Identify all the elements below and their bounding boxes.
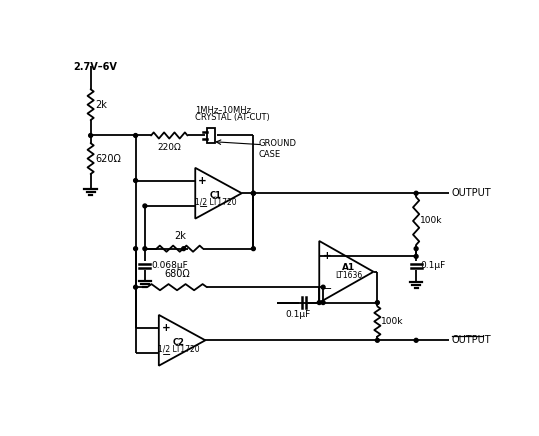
Text: −: −	[323, 284, 333, 294]
Text: +: +	[323, 252, 332, 261]
Text: 680Ω: 680Ω	[164, 269, 190, 279]
Text: +: +	[198, 176, 207, 186]
Text: 2k: 2k	[95, 100, 107, 110]
Circle shape	[376, 301, 379, 304]
Circle shape	[143, 204, 147, 208]
Text: 100k: 100k	[381, 317, 404, 326]
Text: 2k: 2k	[174, 231, 186, 241]
Circle shape	[376, 338, 379, 342]
Text: A1: A1	[342, 263, 355, 272]
Text: 220Ω: 220Ω	[157, 143, 181, 152]
Text: 0.1μF: 0.1μF	[420, 261, 445, 270]
Text: 0.1μF: 0.1μF	[285, 310, 310, 319]
Text: 2.7V–6V: 2.7V–6V	[74, 61, 118, 72]
Text: 1/2 LT1720: 1/2 LT1720	[158, 344, 200, 353]
Text: C1: C1	[209, 191, 222, 200]
Text: −: −	[162, 350, 171, 360]
Text: OUTPUT: OUTPUT	[452, 335, 492, 345]
Circle shape	[134, 285, 137, 289]
Text: 1MHz–10MHz: 1MHz–10MHz	[195, 106, 251, 116]
Circle shape	[414, 338, 418, 342]
Circle shape	[414, 191, 418, 195]
Circle shape	[182, 247, 185, 251]
Text: GROUND
CASE: GROUND CASE	[259, 139, 297, 159]
Circle shape	[89, 133, 93, 137]
Text: OUTPUT: OUTPUT	[452, 188, 492, 198]
Text: LT1636: LT1636	[335, 271, 362, 280]
Text: 0.068μF: 0.068μF	[151, 261, 188, 270]
Circle shape	[134, 247, 137, 251]
Circle shape	[251, 247, 255, 251]
Bar	[207, 128, 215, 143]
Text: 100k: 100k	[420, 216, 443, 225]
Text: CRYSTAL (AT-CUT): CRYSTAL (AT-CUT)	[195, 112, 270, 122]
Text: 620Ω: 620Ω	[95, 153, 121, 164]
Text: −: −	[198, 202, 208, 212]
Text: 1/2 LT1720: 1/2 LT1720	[195, 197, 236, 206]
Circle shape	[143, 247, 147, 251]
Circle shape	[134, 133, 137, 137]
Circle shape	[321, 301, 325, 304]
Circle shape	[134, 179, 137, 182]
Circle shape	[414, 255, 418, 258]
Text: +: +	[162, 323, 171, 333]
Circle shape	[251, 191, 255, 195]
Circle shape	[251, 191, 255, 195]
Text: C2: C2	[173, 338, 185, 347]
Circle shape	[321, 285, 325, 289]
Circle shape	[317, 301, 321, 304]
Circle shape	[414, 247, 418, 251]
